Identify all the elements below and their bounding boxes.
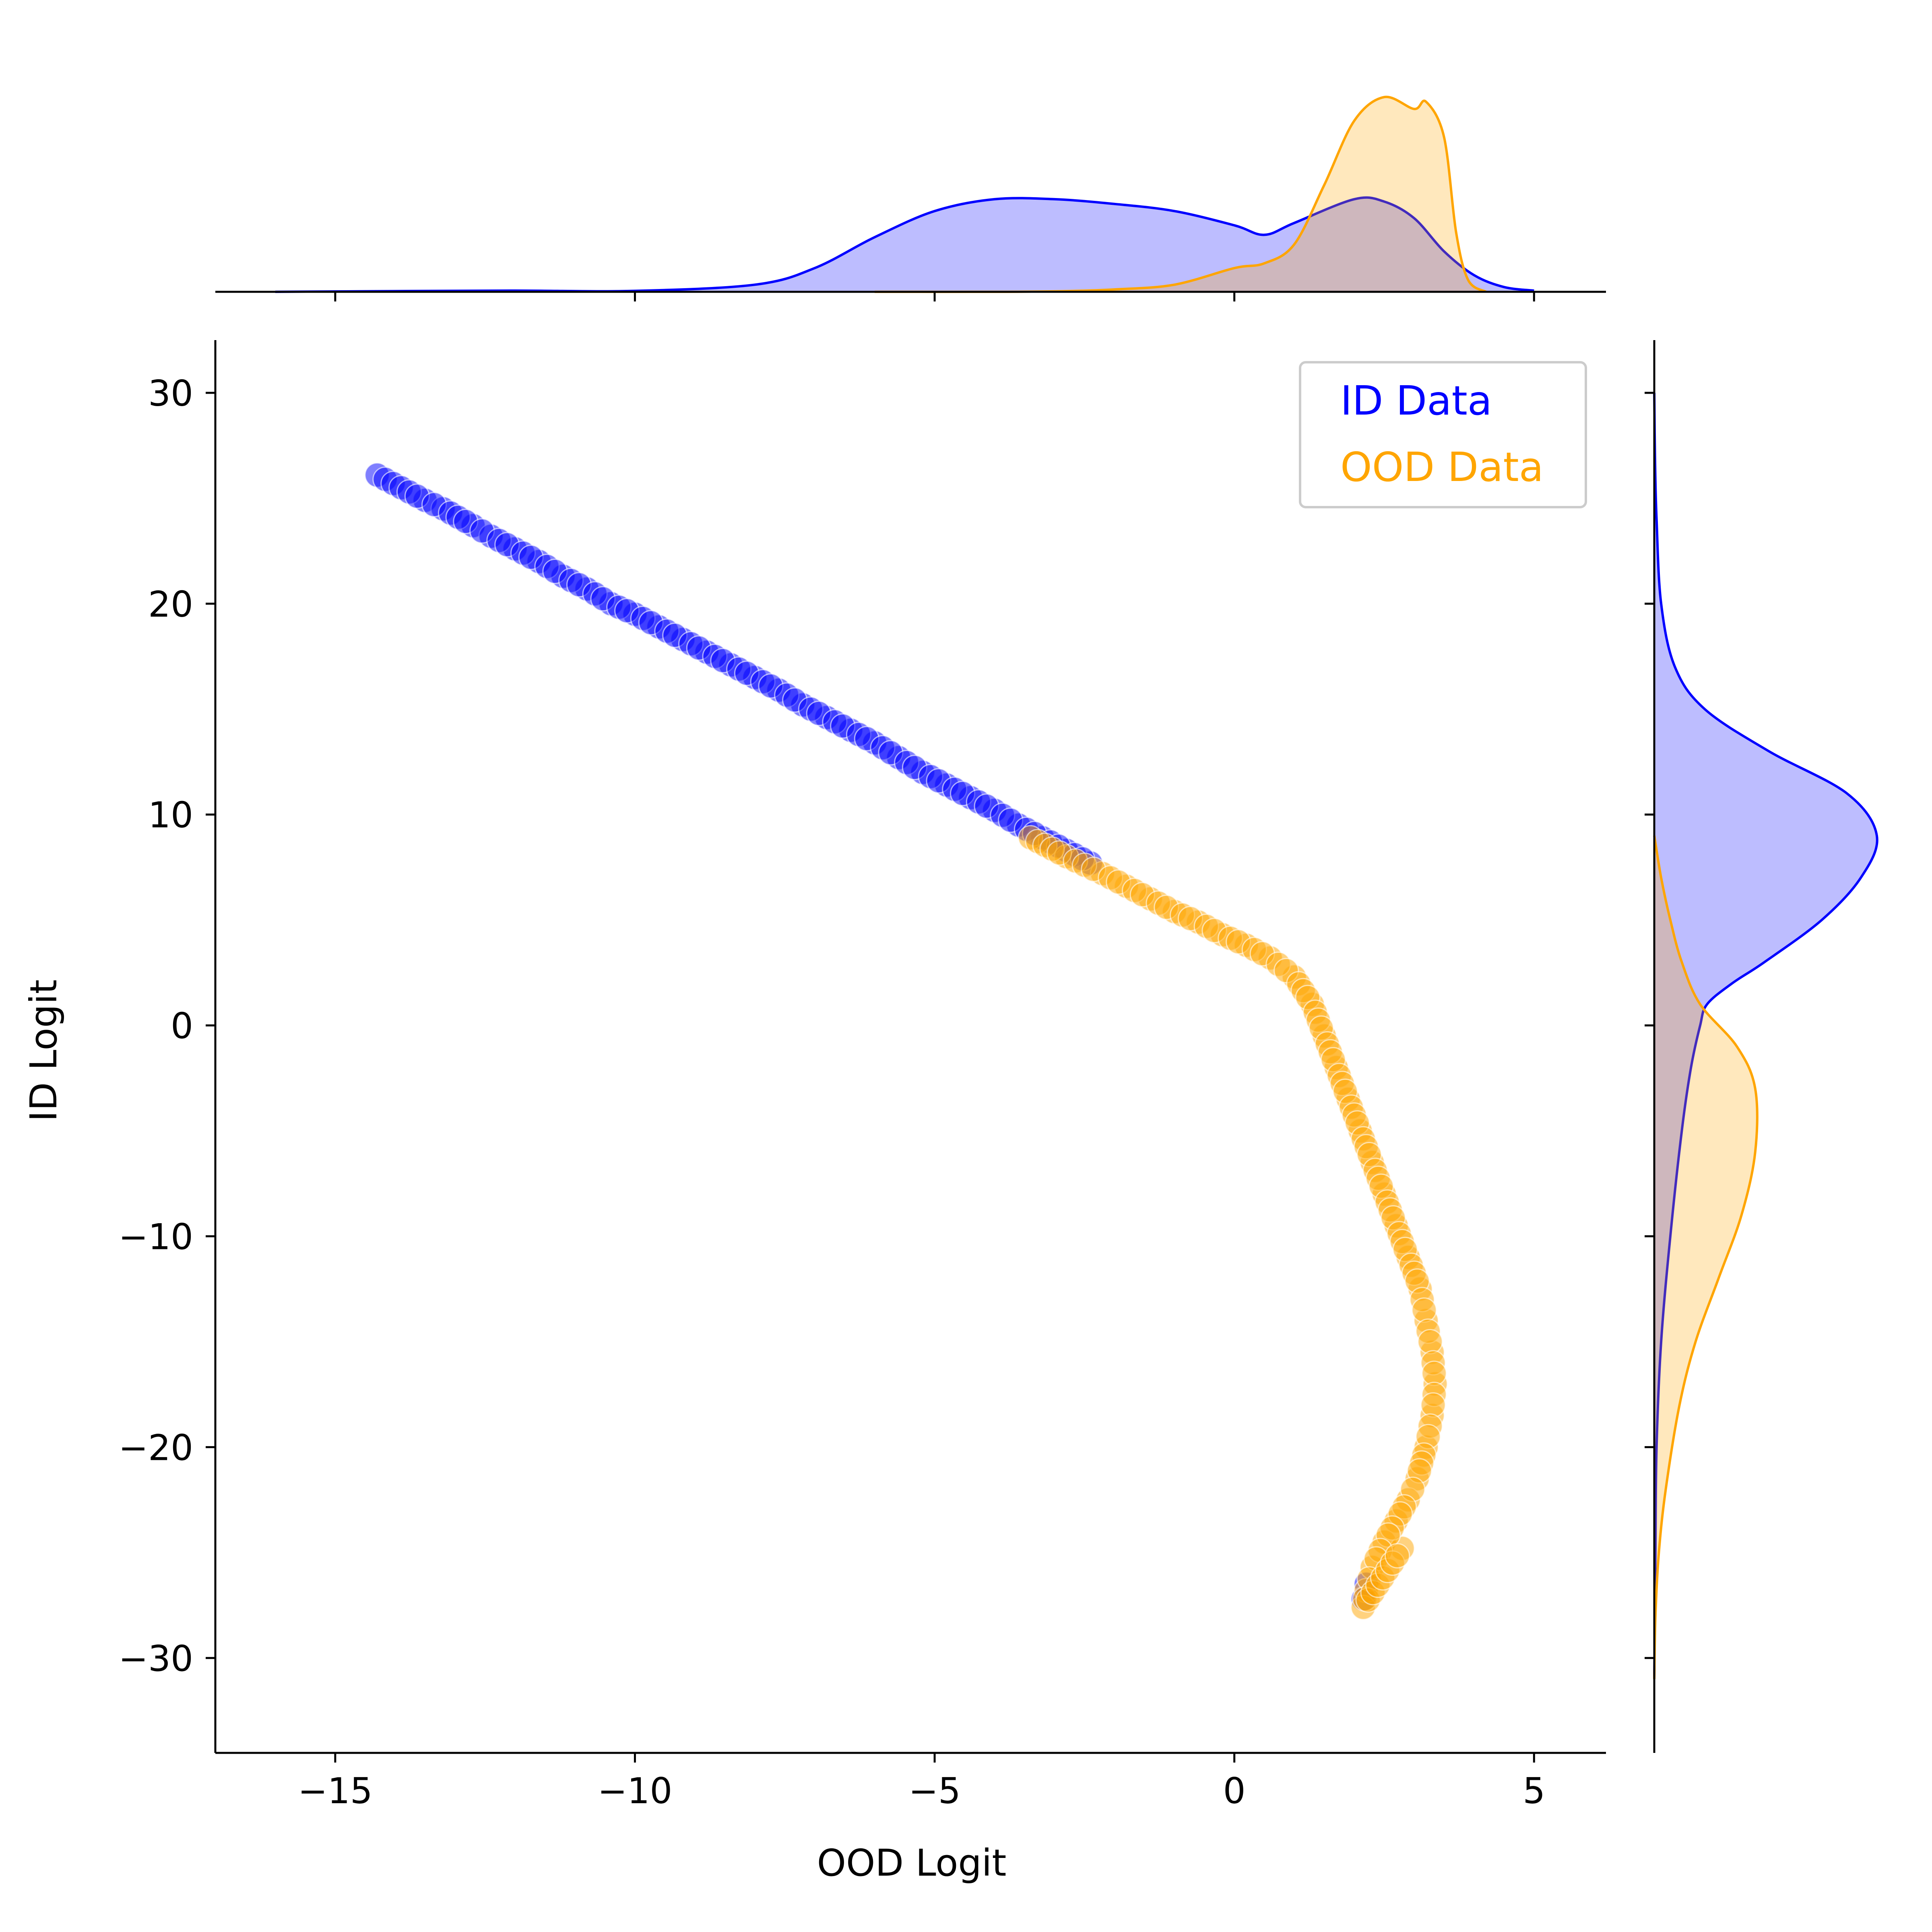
- y-tick-label: 0: [171, 1005, 193, 1047]
- top-kde-fill-id-data: [275, 197, 1534, 292]
- right-kde-fill-ood-data: [1654, 836, 1757, 1679]
- right-kde-line-ood-data: [1653, 835, 1759, 1679]
- point-ood-data: [1420, 1392, 1446, 1418]
- right-kde-line-id-data: [1653, 392, 1878, 1679]
- point-ood-data: [1417, 1329, 1443, 1354]
- x-tick-label: 5: [1523, 1770, 1545, 1812]
- y-tick-label: 20: [148, 584, 193, 625]
- y-tick-label: −30: [118, 1638, 193, 1679]
- x-tick-label: −15: [298, 1770, 373, 1812]
- y-tick-label: 10: [148, 795, 193, 836]
- point-ood-data: [1385, 1543, 1410, 1569]
- legend-box: [1299, 361, 1587, 508]
- legend-label-ood-data: OOD Data: [1340, 444, 1544, 491]
- x-tick-label: −5: [908, 1770, 961, 1812]
- point-ood-data: [1411, 1297, 1437, 1323]
- top-kde-fill-ood-data: [875, 97, 1486, 292]
- x-tick-label: −10: [598, 1770, 673, 1812]
- x-axis-title: OOD Logit: [817, 1841, 1007, 1885]
- x-tick-label: 0: [1223, 1770, 1246, 1812]
- y-tick-label: 30: [148, 373, 193, 414]
- right-marginal-kde: [1653, 392, 1878, 1679]
- y-tick-label: −10: [118, 1216, 193, 1257]
- axes: −15 −10 −5 0 5 30 20 10 0 −10 −20 −30: [118, 291, 1655, 1812]
- legend-label-id-data: ID Data: [1340, 377, 1492, 424]
- legend: ID Data OOD Data: [1299, 361, 1587, 508]
- scatter-points: [364, 462, 1448, 1620]
- y-tick-label: −20: [118, 1427, 193, 1468]
- y-axis-title: ID Logit: [22, 979, 65, 1121]
